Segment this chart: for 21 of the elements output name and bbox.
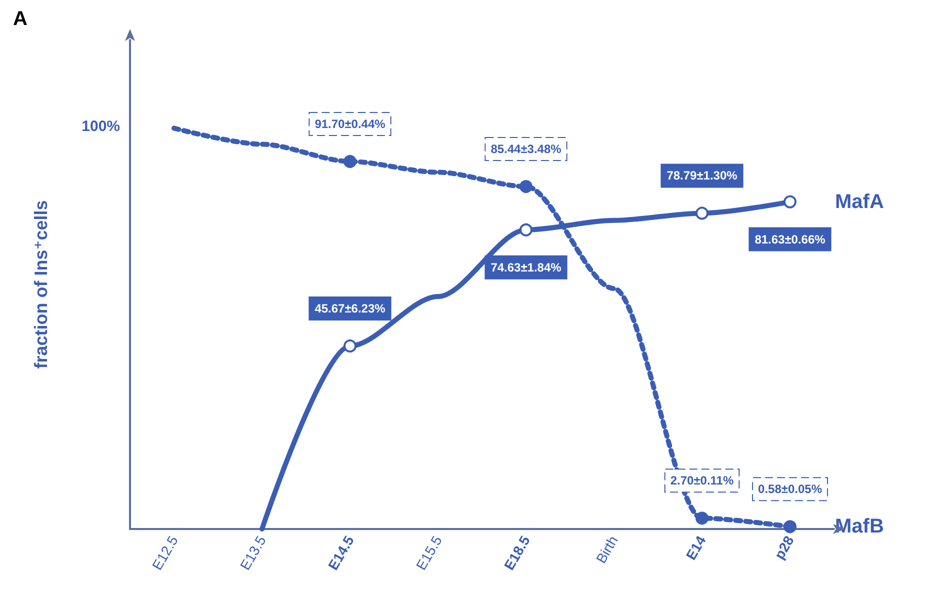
point xyxy=(520,223,532,236)
point xyxy=(520,180,532,194)
data-label: 85.44±3.48% xyxy=(490,142,562,156)
data-label: 74.63±1.84% xyxy=(490,260,562,274)
y-axis-title: fraction of Ins⁺cells xyxy=(31,200,51,369)
point xyxy=(344,154,356,168)
point xyxy=(696,512,708,525)
data-label: 2.70±0.11% xyxy=(670,474,734,488)
data-label: 91.70±0.44% xyxy=(314,116,386,131)
data-label: 78.79±1.30% xyxy=(666,168,738,183)
point xyxy=(696,206,708,220)
chart-title: A xyxy=(13,8,28,30)
series-label: MafA xyxy=(835,190,884,213)
point xyxy=(344,339,356,352)
point xyxy=(784,520,796,534)
series-label: MafB xyxy=(835,516,884,538)
text: 100% xyxy=(82,118,120,136)
data-label: 45.67±6.23% xyxy=(314,301,386,316)
data-label: 0.58±0.05% xyxy=(758,482,822,496)
point xyxy=(784,195,796,208)
data-label: 81.63±0.66% xyxy=(754,232,826,246)
